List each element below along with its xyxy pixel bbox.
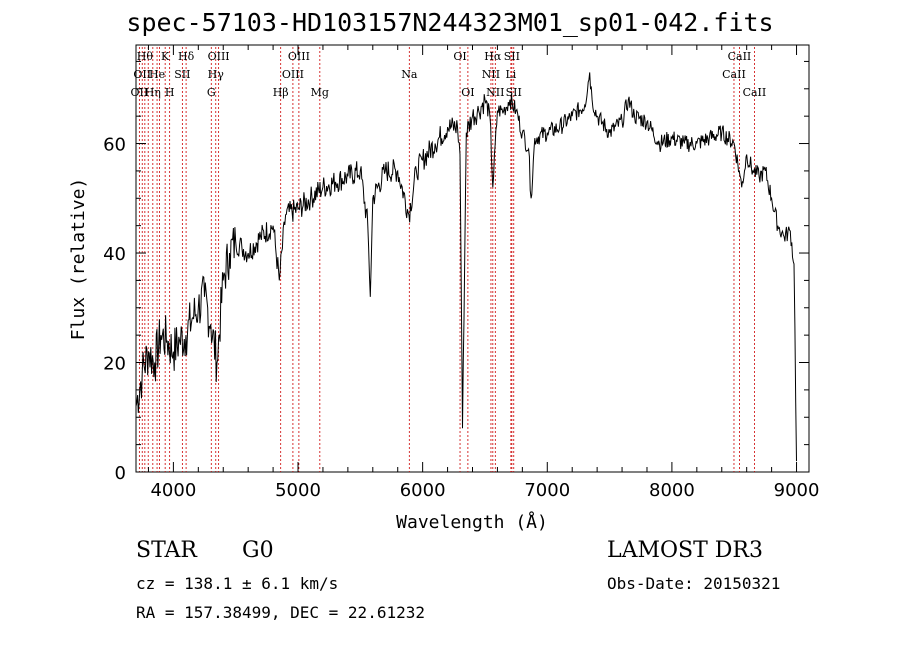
coordinates-info: RA = 157.38499, DEC = 22.61232: [136, 603, 425, 622]
object-class: STAR: [136, 538, 197, 563]
y-tick-label: 40: [103, 244, 126, 265]
line-marker-label: Mg: [311, 86, 329, 99]
x-tick-label: 7000: [524, 480, 570, 501]
y-tick-label: 0: [115, 463, 126, 484]
line-marker-label: OII: [133, 68, 151, 81]
x-tick-label: 4000: [150, 480, 196, 501]
line-marker-label: Hα: [484, 50, 502, 63]
observation-date: Obs-Date: 20150321: [607, 574, 781, 593]
line-marker-label: OIII: [282, 68, 304, 81]
line-marker-label: OIII: [288, 50, 310, 63]
line-marker-label: CaII: [728, 50, 752, 63]
y-axis-ticks: 0 20 40 60: [103, 60, 809, 484]
object-subclass: G0: [242, 538, 274, 563]
line-marker-label: Hγ: [208, 68, 225, 81]
survey-name: LAMOST DR3: [607, 538, 763, 563]
x-tick-label: 9000: [774, 480, 820, 501]
line-marker-label: Hβ: [273, 86, 289, 99]
line-marker-label: SII: [504, 50, 520, 63]
line-marker-label: SII: [174, 68, 190, 81]
line-marker-label: OII: [131, 86, 149, 99]
line-marker-label: OI: [453, 50, 466, 63]
line-marker-label: Hδ: [178, 50, 195, 63]
emission-line-markers: [138, 47, 755, 472]
line-marker-label: K: [161, 50, 170, 63]
line-marker-label: NII: [482, 68, 500, 81]
y-axis-label: Flux (relative): [68, 178, 89, 341]
x-tick-label: 6000: [400, 480, 446, 501]
line-marker-label: OIII: [208, 50, 230, 63]
line-marker-label: Hη: [145, 86, 161, 99]
line-marker-label: G: [207, 86, 216, 99]
line-marker-label: Hθ: [137, 50, 154, 63]
x-tick-label: 8000: [649, 480, 695, 501]
x-axis-label: Wavelength (Å): [396, 511, 548, 533]
line-marker-label: H: [165, 86, 175, 99]
x-axis-ticks: 4000 5000 6000 7000 8000 9000: [147, 45, 820, 501]
line-marker-label: CaII: [722, 68, 746, 81]
line-marker-label: Li: [505, 68, 516, 81]
line-marker-label: SII: [506, 86, 522, 99]
y-tick-label: 60: [103, 135, 126, 156]
y-tick-label: 20: [103, 354, 126, 375]
x-tick-label: 5000: [275, 480, 321, 501]
spectrum-line: [135, 72, 797, 462]
plot-frame: [135, 44, 810, 473]
line-marker-label: CaII: [743, 86, 767, 99]
line-marker-label: He: [149, 68, 165, 81]
line-marker-label: NII: [486, 86, 504, 99]
line-marker-label: Na: [401, 68, 418, 81]
chart-title: spec-57103-HD103157N244323M01_sp01-042.f…: [126, 8, 774, 37]
redshift-info: cz = 138.1 ± 6.1 km/s: [136, 574, 339, 593]
line-marker-label: OI: [461, 86, 474, 99]
emission-line-labels: OII OII Hθ Hη He K H SII Hδ G Hγ OIII Hβ OIII OIII Mg Na…: [131, 50, 767, 99]
